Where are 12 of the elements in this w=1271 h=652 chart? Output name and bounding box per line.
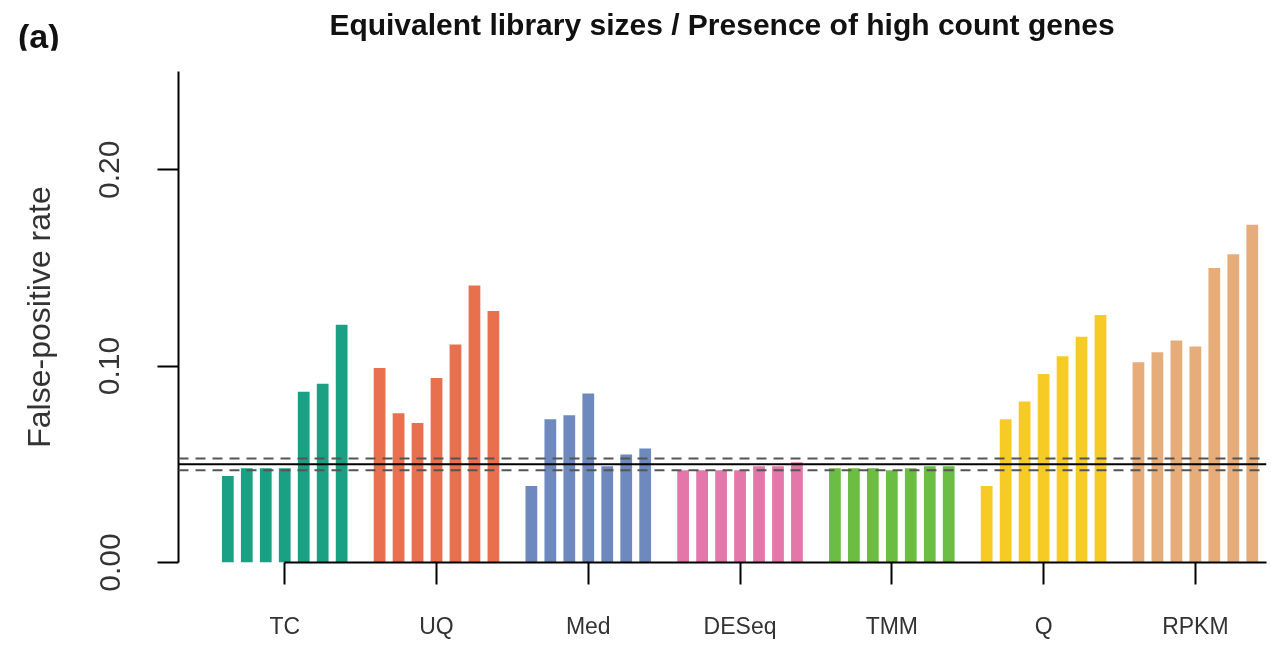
x-tick-label: TC (269, 612, 301, 639)
x-tick-label: DESeq (703, 612, 777, 639)
x-tick-label: RPKM (1162, 612, 1229, 639)
y-tick-label: 0.00 (92, 533, 126, 592)
y-axis-title: False-positive rate (20, 186, 57, 448)
x-tick-label: Med (565, 612, 611, 639)
y-tick-label: 0.20 (92, 140, 126, 199)
x-tick-label: Q (1034, 612, 1053, 639)
y-tick-label: 0.10 (92, 336, 126, 396)
x-tick-label: TMM (865, 612, 919, 639)
x-tick-label: UQ (419, 612, 454, 639)
chart-title: Equivalent library sizes / Presence of high count genes (329, 7, 1115, 43)
